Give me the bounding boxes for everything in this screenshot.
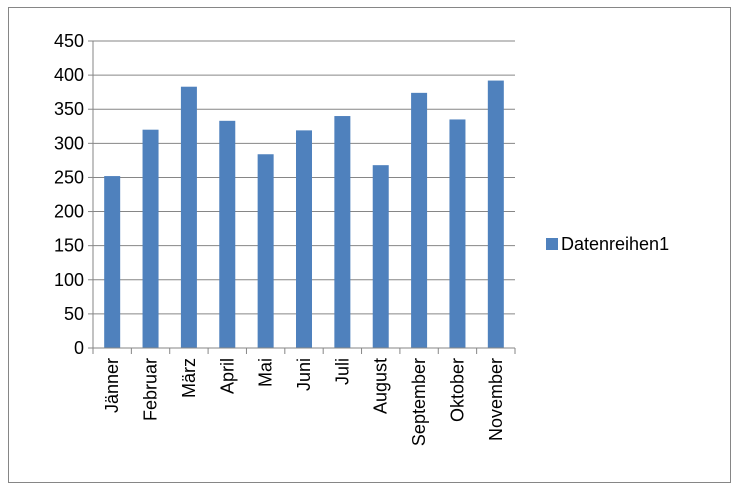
y-tick-label: 200 (54, 202, 84, 222)
legend-label: Datenreihen1 (561, 234, 669, 254)
y-tick-label: 100 (54, 270, 84, 290)
bar-mai (257, 154, 274, 348)
bar-september (411, 92, 428, 348)
x-tick-label: Juni (294, 358, 314, 391)
y-tick-label: 250 (54, 167, 84, 187)
chart-frame: 0 50 100 150 200 250 300 350 400 450 Jänner Februa… (8, 7, 731, 483)
x-tick-label: September (409, 358, 429, 446)
bar-jänner (104, 176, 121, 348)
x-tick-label: Mai (256, 358, 276, 387)
bar-august (372, 165, 389, 348)
y-tick-labels: 0 50 100 150 200 250 300 350 400 450 (54, 31, 84, 358)
y-tick-label: 450 (54, 31, 84, 51)
bar-oktober (449, 119, 466, 348)
y-tick-label: 0 (74, 338, 84, 358)
legend: Datenreihen1 (546, 234, 669, 254)
x-tick-label: März (179, 358, 199, 398)
y-tick-label: 350 (54, 99, 84, 119)
legend-swatch (546, 238, 558, 250)
x-tick-label: Jänner (102, 358, 122, 413)
bars (104, 80, 504, 349)
x-tick-label: Juli (332, 358, 352, 385)
bar-juni (296, 130, 312, 348)
bar-märz (180, 86, 197, 348)
bar-april (219, 120, 236, 348)
bar-juli (334, 116, 351, 349)
y-tick-label: 300 (54, 133, 84, 153)
y-tick-label: 50 (64, 304, 84, 324)
bar-chart: 0 50 100 150 200 250 300 350 400 450 Jänner Februa… (54, 31, 669, 446)
y-tick-label: 400 (54, 65, 84, 85)
bar-februar (142, 129, 159, 348)
x-tick-label: April (217, 358, 237, 394)
y-tick-label: 150 (54, 236, 84, 256)
x-tick-label: August (371, 358, 391, 414)
x-tick-label: Februar (141, 358, 161, 421)
bar-november (487, 80, 504, 349)
x-tick-label: November (486, 358, 506, 441)
x-tick-labels: Jänner Februar März April Mai Juni Juli August S… (102, 358, 506, 446)
axes (88, 40, 516, 354)
x-tick-label: Oktober (447, 358, 467, 422)
